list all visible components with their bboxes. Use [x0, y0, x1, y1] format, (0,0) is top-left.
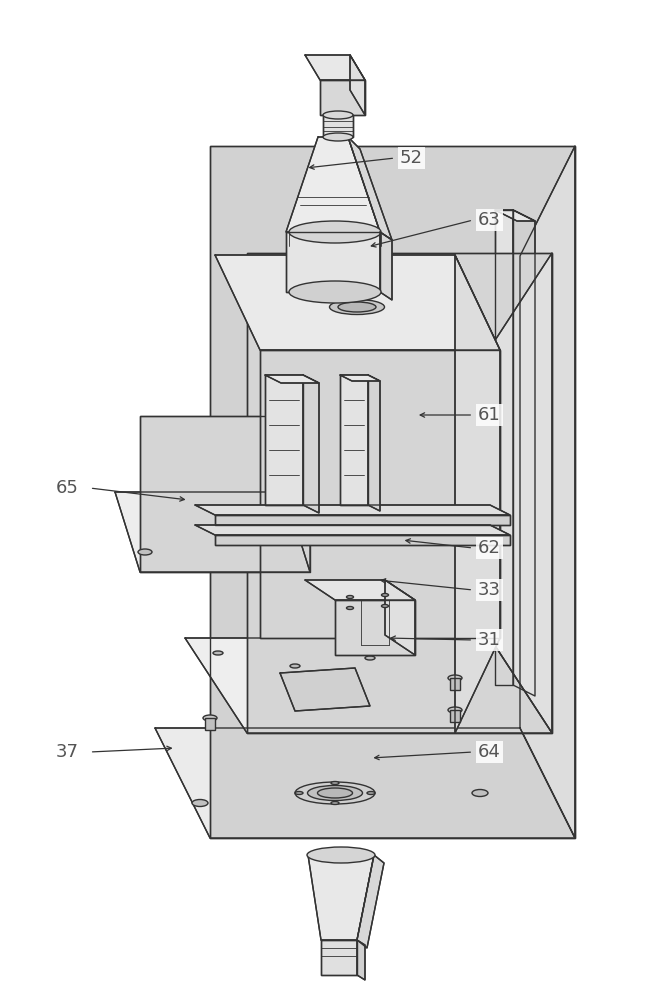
Polygon shape: [495, 210, 535, 221]
Text: 64: 64: [478, 743, 500, 761]
Ellipse shape: [331, 782, 339, 784]
Polygon shape: [450, 678, 460, 690]
Polygon shape: [357, 855, 384, 948]
Ellipse shape: [330, 300, 385, 314]
Ellipse shape: [346, 595, 354, 598]
Polygon shape: [340, 375, 380, 381]
Ellipse shape: [367, 792, 375, 794]
Polygon shape: [335, 600, 415, 655]
Polygon shape: [303, 375, 319, 513]
Polygon shape: [348, 137, 392, 240]
Polygon shape: [380, 232, 392, 300]
Ellipse shape: [307, 786, 363, 800]
Polygon shape: [210, 146, 575, 838]
Polygon shape: [115, 492, 310, 572]
Polygon shape: [490, 253, 552, 733]
Ellipse shape: [365, 656, 375, 660]
Polygon shape: [520, 146, 575, 838]
Ellipse shape: [138, 549, 152, 555]
Polygon shape: [285, 416, 310, 572]
Ellipse shape: [317, 788, 352, 798]
Ellipse shape: [295, 792, 303, 794]
Ellipse shape: [346, 606, 354, 609]
Polygon shape: [308, 855, 374, 940]
Polygon shape: [195, 505, 510, 515]
Text: 63: 63: [478, 211, 500, 229]
Text: 62: 62: [478, 539, 500, 557]
Polygon shape: [215, 515, 510, 525]
Text: 52: 52: [400, 149, 422, 167]
Ellipse shape: [323, 133, 353, 141]
Text: 61: 61: [478, 406, 500, 424]
Polygon shape: [286, 137, 380, 232]
Polygon shape: [323, 115, 353, 137]
Ellipse shape: [290, 664, 300, 668]
Polygon shape: [321, 940, 357, 975]
Polygon shape: [140, 416, 310, 572]
Polygon shape: [320, 80, 365, 115]
Ellipse shape: [289, 281, 381, 303]
Polygon shape: [280, 668, 370, 711]
Ellipse shape: [295, 782, 375, 804]
Polygon shape: [205, 718, 215, 730]
Text: 31: 31: [478, 631, 500, 649]
Polygon shape: [265, 375, 303, 505]
Ellipse shape: [213, 651, 223, 655]
Ellipse shape: [448, 675, 462, 681]
Polygon shape: [305, 55, 365, 80]
Text: 37: 37: [55, 743, 78, 761]
Ellipse shape: [307, 847, 375, 863]
Polygon shape: [155, 728, 575, 838]
Ellipse shape: [382, 593, 389, 596]
Polygon shape: [260, 350, 500, 638]
Polygon shape: [385, 580, 415, 655]
Polygon shape: [305, 580, 415, 600]
Ellipse shape: [382, 604, 389, 607]
Text: 65: 65: [55, 479, 78, 497]
Polygon shape: [195, 525, 510, 535]
Polygon shape: [247, 253, 552, 733]
Polygon shape: [368, 375, 380, 511]
Ellipse shape: [448, 707, 462, 713]
Ellipse shape: [323, 111, 353, 119]
Polygon shape: [265, 375, 319, 383]
Polygon shape: [350, 55, 365, 115]
Ellipse shape: [192, 800, 208, 806]
Polygon shape: [215, 535, 510, 545]
Polygon shape: [357, 940, 365, 980]
Polygon shape: [185, 638, 552, 733]
Polygon shape: [340, 375, 368, 505]
Ellipse shape: [331, 802, 339, 804]
Ellipse shape: [289, 221, 381, 243]
Ellipse shape: [338, 302, 376, 312]
Polygon shape: [495, 210, 513, 685]
Polygon shape: [450, 710, 460, 722]
Polygon shape: [215, 255, 500, 350]
Polygon shape: [455, 255, 500, 733]
Ellipse shape: [472, 790, 488, 796]
Text: 33: 33: [478, 581, 500, 599]
Polygon shape: [286, 232, 380, 292]
Polygon shape: [513, 210, 535, 696]
Ellipse shape: [203, 715, 217, 721]
